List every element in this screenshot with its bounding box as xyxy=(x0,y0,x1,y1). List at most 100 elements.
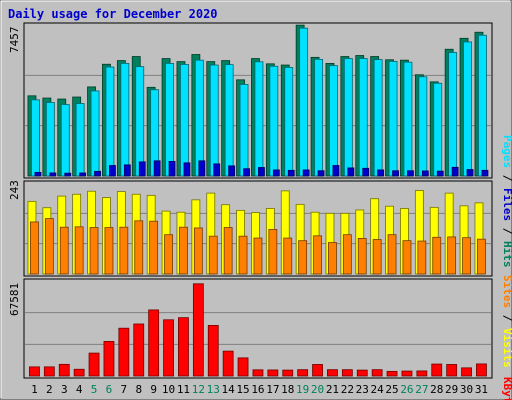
series-label-top: Pages / Files / Hits xyxy=(501,135,512,268)
bar-pages xyxy=(168,161,176,177)
bar-kbytes xyxy=(327,369,338,377)
bar-sites xyxy=(387,234,397,275)
bar-kbytes xyxy=(461,367,472,377)
series-label-hits: Hits xyxy=(501,241,512,268)
bar-sites xyxy=(402,240,412,275)
bar-kbytes xyxy=(237,357,249,377)
bar-pages xyxy=(287,169,295,177)
bar-sites xyxy=(104,227,114,275)
bar-sites xyxy=(313,235,322,275)
bar-pages xyxy=(392,170,399,177)
bar-kbytes xyxy=(178,317,189,377)
bar-files xyxy=(239,84,249,177)
bar-sites xyxy=(417,240,427,275)
bar-kbytes xyxy=(431,363,443,377)
bar-files xyxy=(329,65,338,177)
series-label-visits: Visits xyxy=(501,328,512,368)
bar-sites xyxy=(74,226,84,275)
bar-pages xyxy=(258,167,265,177)
bar-sites xyxy=(432,236,442,275)
bar-kbytes xyxy=(297,369,309,377)
x-tick-label: 3 xyxy=(61,383,68,396)
x-tick-label: 11 xyxy=(177,383,190,396)
bar-sites xyxy=(298,240,308,275)
bar-sites xyxy=(149,220,159,275)
bar-sites xyxy=(30,221,39,275)
bar-files xyxy=(299,27,309,177)
x-tick-label: 8 xyxy=(135,383,142,396)
series-label-files: Files xyxy=(501,188,512,221)
series-label-middle: Sites / Visits xyxy=(501,275,512,368)
bar-files xyxy=(75,103,85,177)
x-tick-label: 22 xyxy=(341,383,354,396)
x-tick-label: 26 xyxy=(400,383,413,396)
bar-files xyxy=(180,64,189,177)
bar-kbytes xyxy=(163,319,174,377)
x-tick-label: 14 xyxy=(222,383,236,396)
bar-sites xyxy=(223,227,233,275)
bar-kbytes xyxy=(371,369,383,377)
bar-kbytes xyxy=(88,352,100,377)
bar-files xyxy=(418,76,428,177)
bar-sites xyxy=(477,238,486,275)
bar-files xyxy=(120,63,130,177)
bar-sites xyxy=(328,242,337,275)
bar-kbytes xyxy=(356,369,368,377)
bar-kbytes xyxy=(401,370,413,377)
bar-kbytes xyxy=(267,369,279,377)
bar-files xyxy=(105,66,115,177)
x-tick-label: 23 xyxy=(356,383,369,396)
bar-pages xyxy=(436,170,444,177)
bar-pages xyxy=(421,170,429,177)
x-tick-label: 21 xyxy=(326,383,339,396)
bar-kbytes xyxy=(312,364,323,377)
bar-kbytes xyxy=(73,368,85,377)
series-label-kbytes: KBytes xyxy=(501,377,512,400)
x-tick-label: 17 xyxy=(266,383,279,396)
series-sep-1: / xyxy=(501,168,512,188)
bar-sites xyxy=(268,229,278,275)
x-tick-label: 18 xyxy=(281,383,294,396)
bar-files xyxy=(60,104,70,177)
bar-pages xyxy=(302,169,310,177)
panel-box-bottom xyxy=(23,278,493,379)
x-tick-label: 6 xyxy=(106,383,113,396)
bar-files xyxy=(194,59,204,177)
bar-kbytes xyxy=(118,327,130,377)
x-tick-label: 1 xyxy=(31,383,38,396)
bar-kbytes xyxy=(416,370,428,377)
bar-pages xyxy=(481,169,489,177)
series-sep-2: / xyxy=(501,221,512,241)
bar-pages xyxy=(183,162,191,177)
bar-pages xyxy=(317,170,325,177)
bar-pages xyxy=(332,165,340,177)
x-tick-label: 27 xyxy=(415,383,428,396)
bar-pages xyxy=(377,169,385,177)
bar-files xyxy=(165,63,174,177)
ymax-label-top: 7457 xyxy=(8,27,21,54)
bar-kbytes xyxy=(252,369,264,377)
bar-pages xyxy=(407,170,414,177)
bar-pages xyxy=(198,160,206,177)
bar-kbytes xyxy=(133,323,145,377)
bar-sites xyxy=(357,238,367,275)
bar-kbytes xyxy=(207,324,219,377)
series-label-sites: Sites xyxy=(501,275,512,308)
bar-kbytes xyxy=(192,283,204,377)
x-tick-layer: 1 2 3 4 5 6 7 8 9 10 11 12 13 14 15 16 17 18 19 20 21 22 23 24 2… xyxy=(31,383,488,396)
bar-kbytes xyxy=(29,366,40,377)
bar-files xyxy=(358,58,368,177)
x-tick-label: 7 xyxy=(121,383,128,396)
bar-pages xyxy=(138,161,146,177)
bar-sites xyxy=(342,234,352,275)
bar-pages xyxy=(466,169,474,177)
series-sep-3: / xyxy=(501,308,512,328)
bar-files xyxy=(284,67,294,177)
bar-pages xyxy=(34,171,42,177)
bar-pages xyxy=(153,160,161,177)
bar-kbytes xyxy=(43,366,55,377)
bar-files xyxy=(90,90,100,177)
x-tick-label: 31 xyxy=(475,383,488,396)
x-tick-label: 16 xyxy=(251,383,264,396)
